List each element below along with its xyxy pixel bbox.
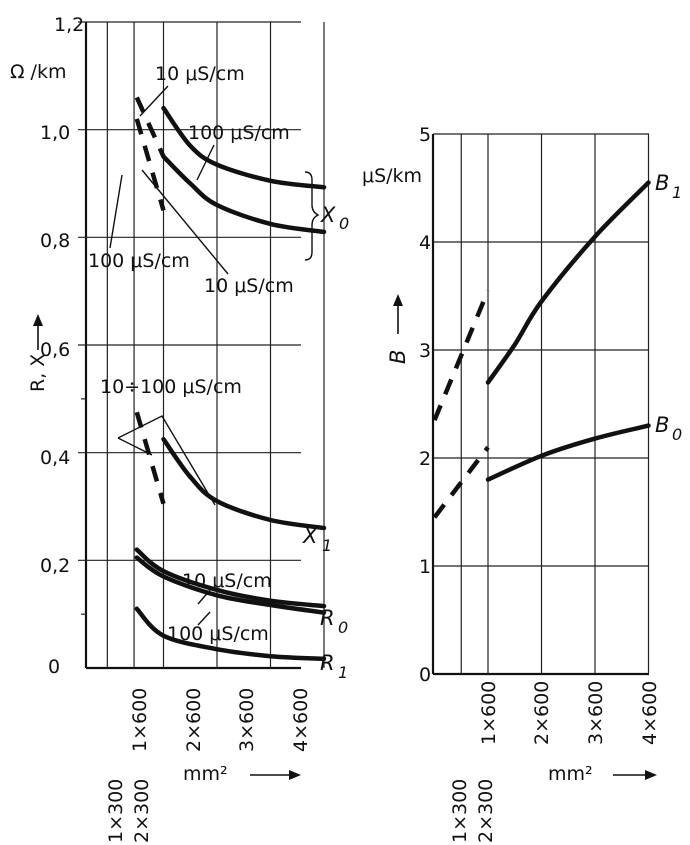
group-label-r0: R 0 [320, 606, 348, 637]
x0-bracket [304, 171, 320, 261]
right-ytick-label: 5 [419, 124, 431, 146]
group-label-r1-sub: 1 [338, 663, 348, 682]
group-label-b0-main: B [655, 413, 669, 437]
right-ylabel: B [386, 350, 410, 364]
left-ytick-label: 1,0 [40, 122, 70, 144]
right-y-unit: μS/km [362, 165, 422, 187]
leader-line [117, 415, 216, 506]
group-label-b0-sub: 0 [672, 425, 682, 444]
right-ytick-label: 0 [419, 664, 431, 686]
leader-line [109, 174, 123, 249]
curve-label-x0-10: 10 μS/cm [155, 63, 245, 85]
right-xlabel: mm² [548, 763, 593, 785]
left-ytick-label: 0,8 [40, 230, 70, 252]
group-label-x1-main: X [302, 524, 318, 548]
group-label-x1: X 1 [302, 524, 332, 555]
left-ylabel-arrowhead [33, 314, 43, 326]
left-xlabel-arrowhead [289, 770, 301, 780]
left-xtick-label: 4×600 [290, 688, 312, 752]
left-xtick-label-low: 2×300 [131, 779, 153, 843]
left-ytick-label: 1,2 [54, 14, 84, 36]
group-label-r1-main: R [320, 651, 335, 675]
left-xlabel: mm² [183, 763, 228, 785]
right-xtick-label-low: 2×300 [475, 779, 497, 843]
left-series-line [134, 96, 166, 158]
right-xtick-label-low: 1×300 [449, 779, 471, 843]
leader-line [197, 611, 211, 626]
right-xtick-label: 4×600 [639, 681, 661, 745]
right-grid [431, 133, 650, 676]
curve-label-x0-10-low: 10 μS/cm [204, 275, 294, 297]
group-label-r0-sub: 0 [338, 618, 348, 637]
left-ytick-label: 0,2 [40, 555, 70, 577]
right-series [432, 180, 651, 519]
curve-label-r0-100: 100 μS/cm [167, 623, 269, 645]
group-label-x0-main: X [320, 203, 336, 227]
group-label-b1-main: B [655, 171, 669, 195]
left-xtick-label: 3×600 [236, 688, 258, 752]
curve-label-x0-100-right: 100 μS/cm [188, 122, 290, 144]
right-ytick-label: 3 [419, 340, 431, 362]
group-label-x0: X 0 [320, 203, 349, 233]
left-series [134, 96, 327, 662]
right-xtick-label: 3×600 [585, 681, 607, 745]
group-label-b0: B 0 [655, 413, 682, 444]
left-grid [78, 21, 325, 670]
leader-line [141, 169, 229, 275]
left-chart: 0 0,2 0,4 0,6 0,8 1,0 1,2 Ω /km R, X 1×6… [10, 14, 349, 843]
curve-label-x0-100-left: 100 μS/cm [88, 250, 190, 272]
curve-label-x1-range: 10÷100 μS/cm [100, 376, 242, 398]
left-ylabel: R, X [27, 354, 49, 392]
right-ytick-label: 4 [419, 232, 431, 254]
right-xtick-label: 2×600 [531, 681, 553, 745]
leader-line [139, 85, 169, 117]
right-series-line [432, 445, 490, 519]
right-ytick-label: 1 [419, 556, 431, 578]
left-xtick-label: 1×600 [129, 688, 151, 752]
left-series-line [161, 154, 327, 235]
left-series-line [161, 105, 327, 190]
curve-label-r0-10: 10 μS/cm [182, 570, 272, 592]
leader-line [197, 589, 211, 605]
right-xtick-label: 1×600 [478, 681, 500, 745]
right-ytick-label: 2 [419, 448, 431, 470]
left-xtick-label-low: 1×300 [105, 779, 127, 843]
right-ylabel-arrowhead [393, 294, 403, 306]
left-series-line [161, 436, 327, 531]
group-label-r0-main: R [320, 606, 335, 630]
right-xlabel-arrowhead [645, 770, 657, 780]
group-label-b1: B 1 [655, 171, 682, 202]
leader-line [196, 144, 215, 181]
left-xtick-label: 2×600 [183, 688, 205, 752]
left-series-line [134, 411, 166, 505]
left-series-line [134, 547, 327, 609]
group-label-b1-sub: 1 [672, 183, 682, 202]
left-ytick-label: 0,4 [40, 447, 70, 469]
group-label-r1: R 1 [320, 651, 348, 682]
right-chart: 0 1 2 3 4 5 μS/km B 1×600 2×600 3×600 4×… [362, 124, 682, 843]
right-series-line [485, 423, 651, 482]
left-y-unit: Ω /km [10, 61, 66, 83]
left-ytick-label: 0 [48, 656, 60, 678]
right-series-line [485, 180, 651, 385]
left-ytick-label: 0,6 [40, 339, 70, 361]
leader-line [117, 437, 153, 456]
group-label-x0-sub: 0 [339, 214, 349, 233]
group-label-x1-sub: 1 [322, 536, 332, 555]
left-series-line [134, 118, 166, 212]
right-series-line [432, 289, 491, 422]
left-series-line [134, 606, 327, 662]
left-series-line [134, 555, 327, 615]
